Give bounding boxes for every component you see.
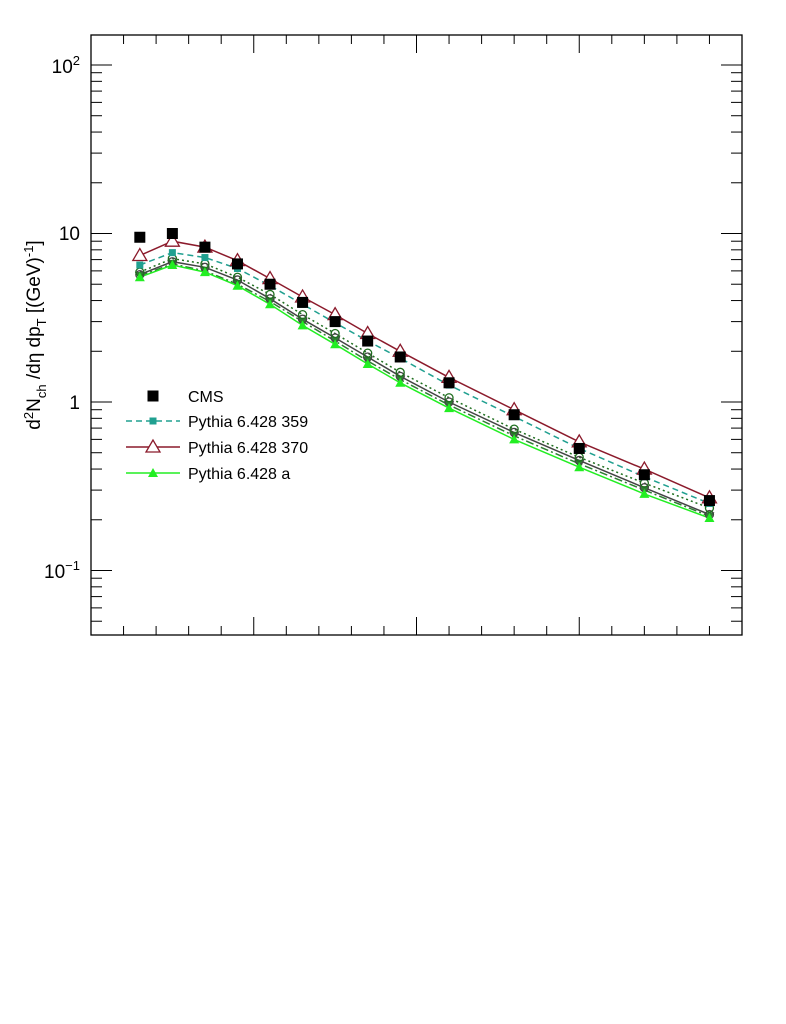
legend-symbol xyxy=(149,417,157,425)
data-point xyxy=(199,241,211,253)
data-point xyxy=(136,261,144,269)
data-point xyxy=(704,512,715,522)
legend-marker-pythia-a xyxy=(126,468,180,477)
series-line xyxy=(139,240,710,499)
series-line xyxy=(139,264,710,519)
legend-label-pythia-370: Pythia 6.428 370 xyxy=(188,440,308,457)
legend-entry-cms: CMS xyxy=(147,389,224,406)
data-point xyxy=(444,403,455,413)
y-tick-labels: 102 10 1 10−1 xyxy=(44,53,80,583)
data-point xyxy=(444,393,454,403)
data-point xyxy=(443,377,455,389)
data-point xyxy=(265,289,275,300)
data-point xyxy=(265,299,276,309)
data-point xyxy=(573,442,585,454)
data-point xyxy=(639,488,650,498)
series-line xyxy=(139,251,710,505)
data-point xyxy=(362,335,374,347)
data-point xyxy=(703,495,715,507)
data-point xyxy=(509,434,520,444)
legend-entry-pythia-370: Pythia 6.428 370 xyxy=(126,438,308,457)
legend-symbol xyxy=(144,438,162,453)
data-point xyxy=(201,254,209,262)
series-line xyxy=(139,257,710,509)
data-point xyxy=(264,278,276,290)
series-lines xyxy=(139,240,710,519)
data-point xyxy=(508,409,520,421)
y-axis-label: d2Nch /dη dpT [(GeV)-1] xyxy=(21,240,49,429)
legend-label-pythia-359: Pythia 6.428 359 xyxy=(188,414,308,431)
data-point xyxy=(638,469,650,481)
data-point xyxy=(199,267,210,277)
legend-symbol xyxy=(147,390,159,402)
data-point xyxy=(362,359,373,369)
data-point xyxy=(363,348,373,358)
data-point xyxy=(395,367,405,377)
plot-frame xyxy=(90,34,743,636)
legend-marker-cms xyxy=(147,390,159,402)
data-point xyxy=(329,316,341,328)
series-line xyxy=(139,260,710,516)
series-line xyxy=(139,263,710,517)
ytick-label-100: 102 xyxy=(52,53,80,78)
legend-label-cms: CMS xyxy=(188,389,224,406)
legend-label-pythia-a: Pythia 6.428 a xyxy=(188,466,290,483)
legend-entry-pythia-359: Pythia 6.428 359 xyxy=(126,414,308,431)
ytick-label-10: 10 xyxy=(59,224,80,245)
axis-ticks xyxy=(90,35,743,635)
legend: CMS Pythia 6.428 359 Pythia 6.428 370 Py… xyxy=(126,389,308,483)
data-point xyxy=(330,328,340,339)
legend-marker-pythia-370 xyxy=(126,438,180,453)
data-point xyxy=(297,320,308,330)
data-point xyxy=(168,249,176,257)
data-point xyxy=(164,232,181,247)
data-point xyxy=(134,272,145,282)
legend-marker-pythia-359 xyxy=(126,417,180,425)
data-point xyxy=(297,309,308,320)
data-point xyxy=(131,247,148,262)
data-point xyxy=(166,228,178,239)
data-point xyxy=(574,462,585,472)
data-point xyxy=(134,231,146,243)
data-point xyxy=(330,339,341,349)
ytick-label-1: 1 xyxy=(69,393,80,414)
data-point xyxy=(167,260,178,270)
legend-entry-pythia-a: Pythia 6.428 a xyxy=(126,466,290,483)
data-point xyxy=(231,258,243,270)
series-markers xyxy=(131,228,718,522)
data-point xyxy=(232,280,243,290)
ytick-label-0.1: 10−1 xyxy=(44,558,80,583)
data-point xyxy=(509,424,519,434)
legend-symbol xyxy=(148,468,158,477)
data-point xyxy=(395,377,406,387)
data-point xyxy=(297,296,309,308)
data-point xyxy=(394,351,406,363)
